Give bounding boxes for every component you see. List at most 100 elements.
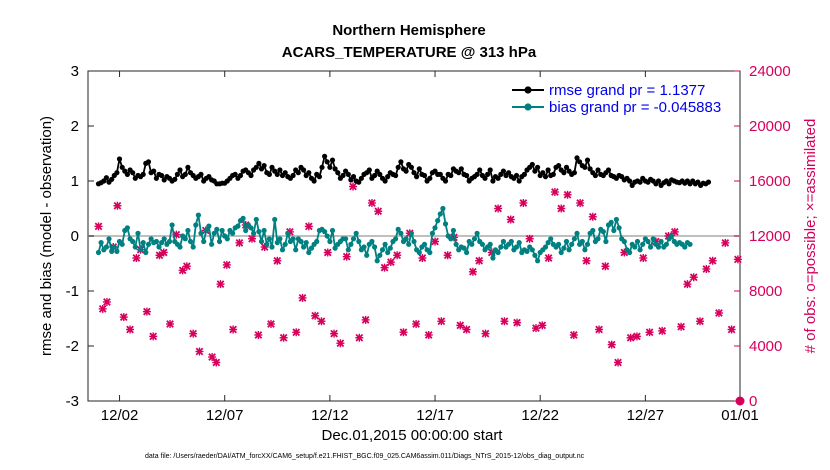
bias-point	[427, 249, 433, 256]
bias-point	[650, 236, 656, 242]
rmse-point	[159, 172, 165, 179]
rmse-point	[329, 157, 336, 163]
bias-point	[569, 241, 575, 247]
obs-assimilated-point	[142, 307, 151, 316]
rmse-point	[311, 178, 317, 184]
bias-point	[98, 240, 104, 246]
bias-point	[256, 229, 262, 235]
bias-point	[114, 248, 120, 254]
obs-assimilated-point	[702, 265, 711, 273]
rmse-point	[464, 172, 470, 179]
rmse-point	[556, 163, 562, 169]
rmse-point	[332, 166, 338, 172]
bias-point	[469, 241, 475, 247]
legend-bias-marker	[524, 103, 532, 111]
bias-point	[119, 241, 125, 247]
legend-rmse-marker	[524, 86, 532, 94]
obs-assimilated-point	[349, 182, 358, 191]
obs-assimilated-point	[330, 329, 339, 338]
bias-point	[153, 238, 159, 245]
y-right-axis-label: # of obs: o=possible; ×=assimilated	[802, 119, 819, 354]
obs-assimilated-point	[94, 222, 103, 231]
bias-point	[387, 245, 393, 251]
bias-point	[103, 244, 109, 250]
y-tick-label: 2	[71, 118, 79, 135]
obs-assimilated-point	[727, 325, 736, 334]
bias-point	[640, 241, 646, 247]
obs-assimilated-point	[569, 331, 578, 339]
bias-point	[166, 238, 173, 245]
obs-assimilated-point	[582, 256, 591, 265]
obs-assimilated-point	[248, 234, 257, 243]
bias-point	[203, 227, 209, 234]
legend-box	[507, 79, 737, 115]
obs-assimilated-point	[159, 248, 168, 257]
bias-point	[327, 238, 333, 245]
obs-assimilated-point	[525, 234, 534, 243]
bias-point	[364, 252, 370, 258]
rmse-point	[277, 167, 283, 173]
rmse-point	[395, 164, 401, 170]
bias-point	[611, 227, 617, 234]
bias-point	[571, 236, 578, 242]
bias-point	[95, 249, 102, 256]
rmse-point	[448, 172, 454, 179]
rmse-point	[571, 170, 578, 176]
bias-point	[682, 244, 688, 250]
obs-assimilated-point	[195, 347, 204, 356]
rmse-point	[116, 156, 123, 162]
rmse-point	[666, 181, 672, 187]
y-tick-label: -3	[66, 393, 79, 410]
bias-point	[558, 249, 564, 256]
bias-point	[548, 236, 554, 242]
obs-possible-point	[735, 396, 745, 406]
bias-point	[130, 238, 136, 245]
rmse-point	[319, 164, 325, 170]
bias-point	[442, 221, 449, 227]
rmse-point	[563, 164, 570, 170]
obs-assimilated-point	[336, 339, 345, 348]
bias-point	[356, 238, 362, 245]
bias-point	[508, 238, 514, 245]
bias-point	[432, 225, 438, 231]
rmse-point	[542, 174, 549, 180]
rmse-point	[592, 172, 599, 179]
bias-point	[632, 244, 638, 250]
rmse-point	[490, 178, 496, 184]
x-tick-label: 12/02	[101, 407, 139, 424]
obs-assimilated-point	[468, 267, 477, 276]
rmse-point	[414, 174, 420, 180]
obs-assimilated-point	[113, 201, 122, 210]
bias-point	[350, 236, 357, 242]
obs-assimilated-point	[443, 251, 452, 260]
rmse-point	[605, 167, 612, 173]
y-axis-label: rmse and bias (model - observation)	[38, 116, 55, 356]
rmse-point	[124, 171, 130, 177]
y-right-tick-label: 8000	[749, 283, 782, 300]
rmse-point	[261, 163, 267, 169]
bias-point	[385, 249, 391, 256]
bias-point	[479, 241, 485, 247]
bias-point	[201, 238, 207, 245]
bias-point	[453, 241, 459, 247]
obs-assimilated-point	[374, 207, 383, 216]
obs-assimilated-point	[311, 311, 320, 320]
bias-point	[322, 229, 328, 235]
bias-point	[382, 241, 388, 247]
bias-point	[603, 238, 609, 245]
bias-point	[590, 227, 596, 234]
bias-point	[177, 244, 183, 250]
bias-point	[416, 249, 422, 256]
bias-point	[403, 236, 409, 242]
y-tick-label: -1	[66, 283, 79, 300]
bias-point	[655, 244, 662, 250]
obs-assimilated-point	[683, 280, 692, 289]
bias-point	[450, 227, 456, 234]
rmse-point	[655, 178, 662, 184]
obs-assimilated-point	[149, 332, 158, 341]
rmse-point	[290, 172, 296, 179]
rmse-point	[416, 166, 422, 172]
rmse-point	[103, 175, 109, 181]
rmse-point	[322, 153, 328, 159]
rmse-point	[109, 176, 115, 182]
